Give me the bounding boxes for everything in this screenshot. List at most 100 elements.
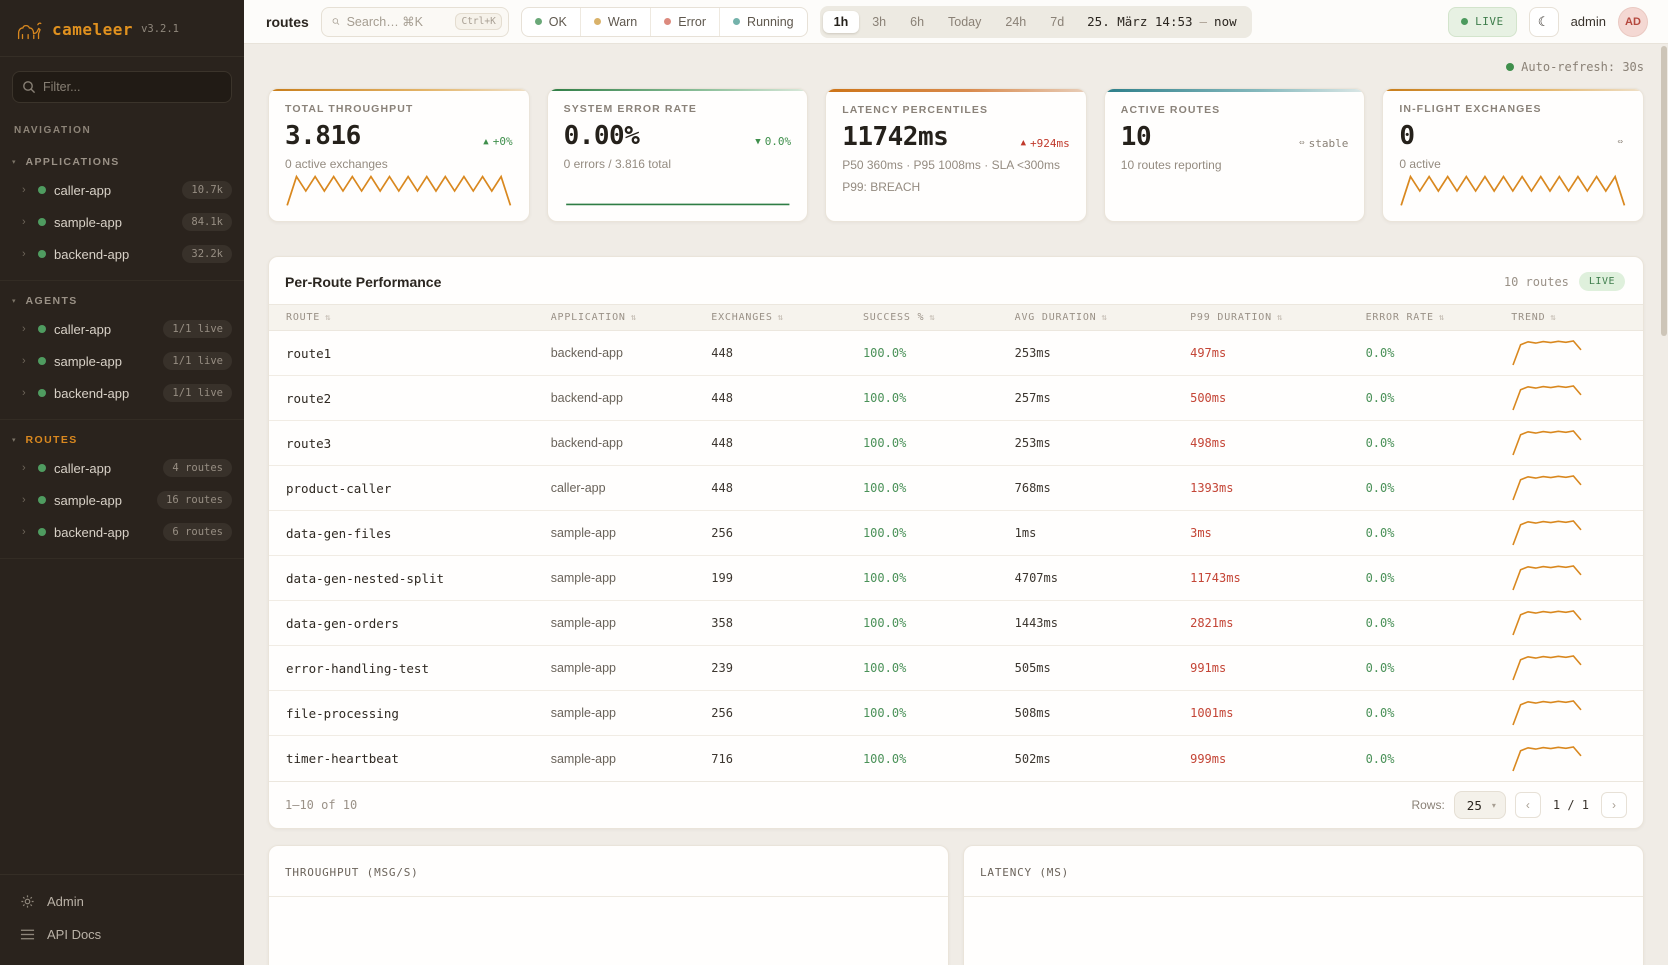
filter-chip-running[interactable]: Running (720, 8, 807, 36)
sidebar-item-routes-sample-app[interactable]: › sample-app 16 routes (0, 484, 244, 516)
global-search[interactable]: Ctrl+K (321, 7, 509, 37)
next-page-button[interactable]: › (1601, 792, 1627, 818)
sidebar-item-agents-sample-app[interactable]: › sample-app 1/1 live (0, 345, 244, 377)
status-dot-icon (38, 464, 46, 472)
sidebar-item-agents-caller-app[interactable]: › caller-app 1/1 live (0, 313, 244, 345)
app-name: cameleer (52, 20, 133, 39)
column-header-avg-duration[interactable]: AVG DURATION⇅ (998, 312, 1173, 323)
filter-chip-ok[interactable]: OK (522, 8, 581, 36)
trend-sparkline (1494, 744, 1643, 774)
live-status-badge[interactable]: LIVE (1448, 7, 1517, 37)
sidebar-item-applications-sample-app[interactable]: › sample-app 84.1k (0, 206, 244, 238)
time-range-group: 1h 3h 6h Today 24h 7d 25. März 14:53 — n… (820, 6, 1252, 38)
prev-page-button[interactable]: ‹ (1515, 792, 1541, 818)
table-row[interactable]: data-gen-filessample-app256100.0%1ms3ms0… (269, 511, 1643, 556)
inflight-sparkline (1399, 173, 1627, 209)
theme-toggle-button[interactable]: ☾ (1529, 7, 1559, 37)
sort-icon: ⇅ (631, 313, 637, 323)
trend-sparkline (1494, 518, 1643, 548)
time-range-1h[interactable]: 1h (823, 11, 860, 33)
success-rate-value: 100.0% (846, 706, 998, 720)
trend-sparkline (1494, 338, 1643, 368)
p99-duration-value: 497ms (1173, 346, 1348, 360)
column-header-exchanges[interactable]: EXCHANGES⇅ (694, 312, 846, 323)
route-name: data-gen-nested-split (269, 571, 534, 586)
kpi-card-latency-percentiles: LATENCY PERCENTILES 11742ms ▲+924ms P50 … (825, 88, 1087, 222)
nav-group-agents: ▾ AGENTS › caller-app 1/1 live › sample-… (0, 281, 244, 420)
filter-chip-error[interactable]: Error (651, 8, 720, 36)
sidebar-filter (12, 71, 232, 103)
application-name: sample-app (534, 571, 695, 585)
column-header-application[interactable]: APPLICATION⇅ (534, 312, 695, 323)
avg-duration-value: 502ms (998, 752, 1173, 766)
error-rate-sparkline (564, 173, 792, 209)
table-row[interactable]: data-gen-orderssample-app358100.0%1443ms… (269, 601, 1643, 646)
filter-chip-warn[interactable]: Warn (581, 8, 651, 36)
sidebar-item-agents-backend-app[interactable]: › backend-app 1/1 live (0, 377, 244, 409)
chart-card-latency: LATENCY (MS) (963, 845, 1644, 965)
exchanges-value: 199 (694, 571, 846, 585)
avg-duration-value: 4707ms (998, 571, 1173, 585)
table-row[interactable]: file-processingsample-app256100.0%508ms1… (269, 691, 1643, 736)
chevron-right-icon: › (22, 462, 30, 474)
time-range-3h[interactable]: 3h (861, 11, 897, 33)
nav-section-agents[interactable]: ▾ AGENTS (0, 289, 244, 313)
scrollbar-thumb[interactable] (1661, 46, 1667, 336)
table-row[interactable]: error-handling-testsample-app239100.0%50… (269, 646, 1643, 691)
column-header-error-rate[interactable]: ERROR RATE⇅ (1349, 312, 1495, 323)
table-row[interactable]: route3backend-app448100.0%253ms498ms0.0% (269, 421, 1643, 466)
sidebar-item-routes-backend-app[interactable]: › backend-app 6 routes (0, 516, 244, 548)
error-rate-value: 0.0% (1349, 391, 1495, 405)
kpi-value: 10 (1121, 122, 1151, 152)
search-icon (332, 15, 340, 28)
nav-group-applications: ▾ APPLICATIONS › caller-app 10.7k › samp… (0, 142, 244, 281)
time-range-7d[interactable]: 7d (1039, 11, 1075, 33)
nav-section-applications[interactable]: ▾ APPLICATIONS (0, 150, 244, 174)
chevron-right-icon: › (22, 355, 30, 367)
vertical-scrollbar[interactable] (1661, 46, 1667, 963)
column-header-route[interactable]: ROUTE⇅ (269, 312, 534, 323)
date-range-display[interactable]: 25. März 14:53 — now (1077, 14, 1248, 29)
sidebar-item-admin[interactable]: Admin (0, 885, 244, 918)
kpi-card-total-throughput: TOTAL THROUGHPUT 3.816 ▲+0% 0 active exc… (268, 88, 530, 222)
table-header: ROUTE⇅ APPLICATION⇅ EXCHANGES⇅ SUCCESS %… (269, 304, 1643, 331)
column-header-trend[interactable]: TREND⇅ (1494, 312, 1643, 323)
count-badge: 1/1 live (163, 384, 232, 402)
stable-icon: ⇔ (1618, 137, 1623, 147)
sidebar-item-applications-caller-app[interactable]: › caller-app 10.7k (0, 174, 244, 206)
arrow-down-icon: ▼ (755, 137, 760, 147)
success-rate-value: 100.0% (846, 526, 998, 540)
table-row[interactable]: data-gen-nested-splitsample-app199100.0%… (269, 556, 1643, 601)
search-input[interactable] (347, 15, 449, 29)
time-range-6h[interactable]: 6h (899, 11, 935, 33)
time-range-today[interactable]: Today (937, 11, 992, 33)
table-row[interactable]: product-callercaller-app448100.0%768ms13… (269, 466, 1643, 511)
error-dot-icon (664, 18, 671, 25)
table-body: route1backend-app448100.0%253ms497ms0.0%… (269, 331, 1643, 781)
chevron-right-icon: › (22, 387, 30, 399)
column-header-p99-duration[interactable]: P99 DURATION⇅ (1173, 312, 1348, 323)
avg-duration-value: 508ms (998, 706, 1173, 720)
status-dot-icon (38, 186, 46, 194)
sidebar-filter-input[interactable] (12, 71, 232, 103)
live-badge: LIVE (1579, 272, 1625, 291)
table-row[interactable]: route1backend-app448100.0%253ms497ms0.0% (269, 331, 1643, 376)
app-logo[interactable]: cameleer v3.2.1 (0, 0, 244, 57)
time-range-24h[interactable]: 24h (994, 11, 1037, 33)
count-badge: 10.7k (182, 181, 232, 199)
table-row[interactable]: timer-heartbeatsample-app716100.0%502ms9… (269, 736, 1643, 781)
table-footer: 1–10 of 10 Rows: 25 ▾ ‹ 1 / 1 › (269, 781, 1643, 828)
panel-title: Per-Route Performance (285, 274, 441, 290)
rows-per-page-select[interactable]: 25 ▾ (1454, 791, 1506, 819)
status-dot-icon (38, 528, 46, 536)
nav-section-routes[interactable]: ▾ ROUTES (0, 428, 244, 452)
table-row[interactable]: route2backend-app448100.0%257ms500ms0.0% (269, 376, 1643, 421)
error-rate-value: 0.0% (1349, 481, 1495, 495)
sidebar-item-applications-backend-app[interactable]: › backend-app 32.2k (0, 238, 244, 270)
sidebar-item-api-docs[interactable]: API Docs (0, 918, 244, 951)
avatar[interactable]: AD (1618, 7, 1648, 37)
p99-duration-value: 500ms (1173, 391, 1348, 405)
column-header-success[interactable]: SUCCESS %⇅ (846, 312, 998, 323)
pagination-range: 1–10 of 10 (285, 798, 357, 812)
sidebar-item-routes-caller-app[interactable]: › caller-app 4 routes (0, 452, 244, 484)
